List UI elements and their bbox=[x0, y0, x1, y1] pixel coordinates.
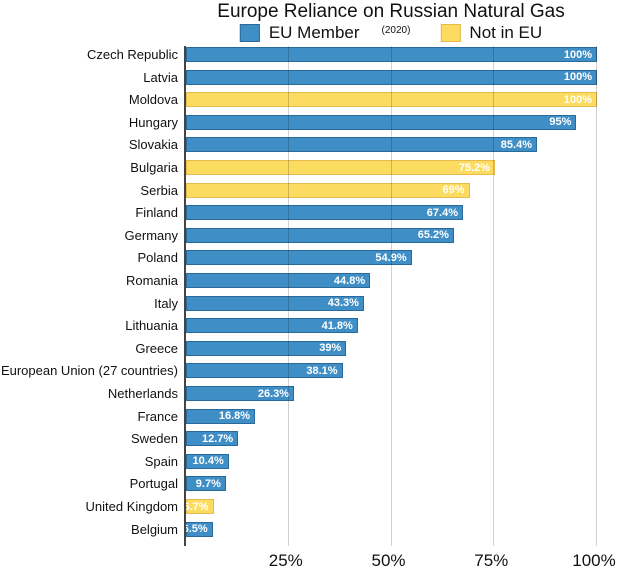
x-axis-tick-label: 100% bbox=[572, 551, 616, 571]
bar-value-label: 10.4% bbox=[192, 455, 224, 468]
bar-value-label: 12.7% bbox=[201, 432, 234, 445]
bar-value-label: 38.1% bbox=[306, 364, 338, 377]
chart-subtitle: (2020) bbox=[381, 24, 411, 36]
bar: 16.8% bbox=[186, 408, 256, 424]
country-label: Slovakia bbox=[128, 137, 178, 153]
bar: 69% bbox=[186, 182, 470, 198]
bar-value-label: 75.2% bbox=[458, 161, 491, 174]
x-axis-tick-label: 50% bbox=[371, 551, 406, 571]
bar-value-label: 100% bbox=[563, 93, 592, 106]
bar: 54.9% bbox=[186, 250, 412, 266]
bar-value-label: 95% bbox=[549, 116, 572, 129]
country-label: Romania bbox=[125, 273, 178, 288]
country-label: European Union (27 countries) bbox=[0, 363, 178, 379]
bar-value-label: 9.7% bbox=[195, 477, 221, 490]
country-label: Lithuania bbox=[125, 318, 178, 334]
legend-item-eu-member: EU Member bbox=[239, 23, 360, 43]
bar: 9.7% bbox=[186, 476, 226, 492]
legend-item-not-in-eu: Not in EU bbox=[440, 23, 542, 43]
x-axis-tick-label: 75% bbox=[474, 551, 509, 571]
country-label: Moldova bbox=[128, 92, 178, 108]
country-label: Germany bbox=[124, 227, 178, 243]
country-label: Portugal bbox=[129, 476, 178, 492]
country-label: Belgium bbox=[131, 521, 178, 537]
country-label: Finland bbox=[135, 205, 178, 221]
bar-value-label: 16.8% bbox=[218, 410, 251, 423]
country-label: Sweden bbox=[131, 431, 178, 447]
bar: 26.3% bbox=[186, 386, 295, 401]
bar-value-label: 65.2% bbox=[417, 229, 449, 242]
country-label: United Kingdom bbox=[85, 499, 179, 514]
country-label: Netherlands bbox=[107, 386, 178, 401]
country-label: Greece bbox=[135, 340, 178, 356]
bar-value-label: 44.8% bbox=[333, 274, 366, 287]
bar: 44.8% bbox=[186, 273, 371, 288]
x-axis-tick-label: 25% bbox=[268, 551, 303, 571]
country-label: Czech Republic bbox=[86, 47, 178, 62]
gridline bbox=[596, 46, 597, 547]
bar: 100% bbox=[186, 47, 597, 62]
legend: EU Member (2020) Not in EU bbox=[239, 23, 542, 43]
gridline bbox=[390, 46, 392, 547]
gridline bbox=[493, 46, 495, 547]
country-label: Bulgaria bbox=[130, 160, 178, 175]
bar: 41.8% bbox=[186, 318, 358, 334]
bar: 12.7% bbox=[186, 431, 239, 447]
bar-value-label: 26.3% bbox=[257, 387, 290, 400]
bar: 39% bbox=[186, 340, 347, 356]
bar-value-label: 85.4% bbox=[500, 138, 532, 151]
country-label: Italy bbox=[154, 295, 178, 311]
country-label: Spain bbox=[144, 453, 178, 469]
bar-value-label: 67.4% bbox=[426, 206, 458, 219]
bar: 6.7% bbox=[183, 499, 214, 514]
bar: 38.1% bbox=[186, 363, 343, 379]
bar: 95% bbox=[186, 114, 577, 130]
bar: 100% bbox=[186, 69, 597, 85]
bar: 85.4% bbox=[186, 137, 537, 153]
country-label: Hungary bbox=[128, 114, 178, 130]
legend-label-not-in-eu: Not in EU bbox=[469, 23, 543, 42]
country-label: France bbox=[137, 408, 178, 424]
bar: 67.4% bbox=[186, 205, 463, 221]
gridline bbox=[287, 46, 289, 547]
country-label: Poland bbox=[137, 250, 178, 266]
bar-value-label: 100% bbox=[563, 48, 592, 61]
bar-value-label: 39% bbox=[319, 342, 342, 355]
bar-value-label: 100% bbox=[563, 71, 592, 84]
bar: 65.2% bbox=[186, 227, 454, 243]
country-label: Serbia bbox=[140, 182, 178, 198]
chart-title: Europe Reliance on Russian Natural Gas bbox=[217, 1, 565, 22]
bar: 75.2% bbox=[186, 160, 496, 175]
bar-value-label: 43.3% bbox=[327, 297, 359, 310]
legend-label-eu-member: EU Member bbox=[268, 23, 360, 42]
bar-value-label: 6.5% bbox=[182, 523, 208, 536]
country-label: Latvia bbox=[143, 69, 178, 85]
not-in-eu-swatch-icon bbox=[440, 24, 461, 42]
bar-value-label: 6.7% bbox=[183, 500, 209, 513]
bar-value-label: 41.8% bbox=[321, 319, 353, 332]
bar: 100% bbox=[186, 92, 597, 108]
y-axis-line bbox=[184, 46, 186, 547]
bar: 43.3% bbox=[186, 295, 364, 311]
bar-value-label: 54.9% bbox=[375, 251, 407, 264]
eu-member-swatch-icon bbox=[239, 24, 260, 42]
bar: 6.5% bbox=[182, 521, 213, 537]
bar: 10.4% bbox=[186, 453, 229, 469]
bar-value-label: 69% bbox=[442, 184, 465, 197]
